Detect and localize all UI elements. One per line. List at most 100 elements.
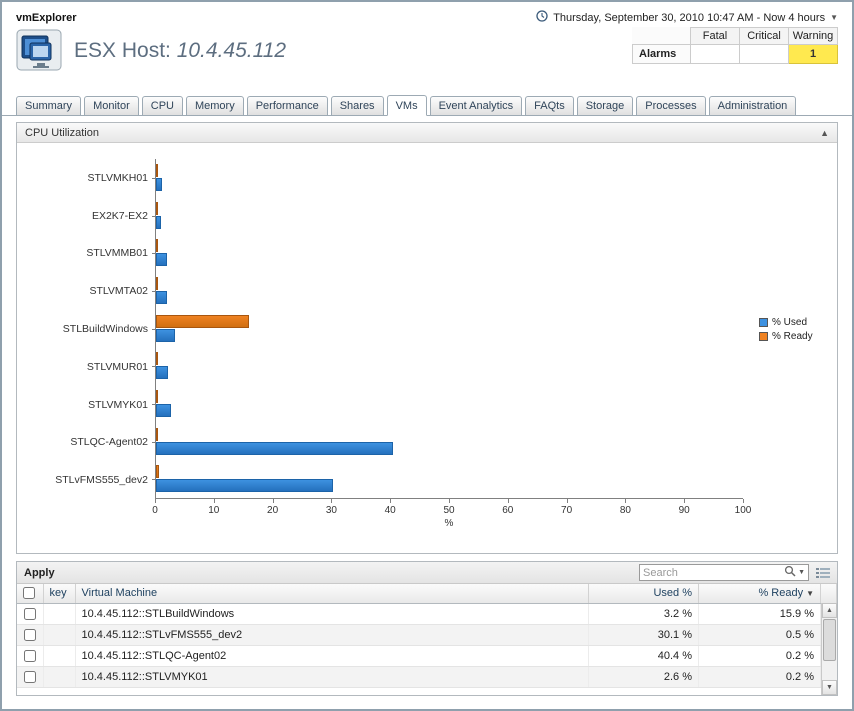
bar-used[interactable] [156,290,168,304]
row-checkbox-cell[interactable] [17,645,44,667]
tab-processes[interactable]: Processes [636,96,706,116]
row-checkbox[interactable] [23,628,36,641]
tab-administration[interactable]: Administration [708,96,797,116]
bar-used[interactable] [156,479,333,493]
column-header-key[interactable]: key [43,584,76,604]
alarms-col-fatal: Fatal [690,27,740,45]
row-ready-pct: 0.2 % [698,666,821,688]
bar-ready[interactable] [156,239,158,253]
top-bar: vmExplorer Thursday, September 30, 2010 … [2,2,852,27]
chart-category-label: STLQC-Agent02 [70,436,148,449]
bar-used[interactable] [156,328,175,342]
time-range-selector[interactable]: Thursday, September 30, 2010 10:47 AM - … [536,10,838,25]
search-box: ▼ [639,564,809,581]
x-tick-mark [566,499,568,503]
bar-used[interactable] [156,215,162,229]
table-row[interactable]: 10.4.45.112::STLVMYK01 2.6 % 0.2 % [17,666,837,688]
panel-title: CPU Utilization [25,126,99,139]
table-row[interactable]: 10.4.45.112::STLBuildWindows 3.2 % 15.9 % [17,603,837,625]
search-input[interactable] [643,566,785,579]
bar-ready[interactable] [156,276,158,290]
tab-summary[interactable]: Summary [16,96,82,116]
row-checkbox-cell[interactable] [17,603,44,625]
search-icon[interactable] [784,565,796,580]
grid-body: key Virtual Machine Used % % Ready ▼ 10.4… [17,584,837,695]
legend-swatch [759,317,768,327]
x-tick-mark [743,499,744,503]
chart-bar-group [152,197,743,235]
row-checkbox-cell[interactable] [17,666,44,688]
collapse-panel-icon[interactable]: ▲ [820,127,829,138]
chart-plot [152,159,743,499]
bar-ready[interactable] [156,201,158,215]
x-tick-mark [684,499,686,503]
x-tick-mark [155,499,156,503]
x-tick-mark [625,499,627,503]
alarms-corner-cell [633,28,691,45]
alarms-critical-count[interactable] [739,44,789,64]
bar-used[interactable] [156,253,167,267]
select-all-checkbox-cell[interactable] [17,584,44,604]
table-row[interactable]: 10.4.45.112::STLvFMS555_dev2 30.1 % 0.5 % [17,624,837,646]
scrollbar-thumb[interactable] [823,619,836,661]
sort-desc-icon: ▼ [806,589,814,599]
alarms-fatal-count[interactable] [690,44,740,64]
clock-icon [536,10,548,25]
bar-ready[interactable] [156,352,158,366]
grid-settings-icon[interactable] [816,567,830,579]
row-checkbox[interactable] [23,649,36,662]
tab-memory[interactable]: Memory [185,96,244,116]
bar-ready[interactable] [156,427,158,441]
legend-label: % Ready [772,330,813,342]
page-title-prefix: ESX Host: [74,39,177,62]
chart-bar-group [152,310,743,348]
x-tick-mark [449,499,450,503]
bar-used[interactable] [156,403,172,417]
tab-performance[interactable]: Performance [246,96,328,116]
x-tick-label: 100 [734,505,752,516]
chart-bar-group [152,272,743,310]
tab-cpu[interactable]: CPU [141,96,183,116]
bar-ready[interactable] [156,389,158,403]
bar-ready[interactable] [156,163,158,177]
tab-event-analytics[interactable]: Event Analytics [429,96,523,116]
row-checkbox[interactable] [23,607,36,620]
bar-ready[interactable] [156,465,159,479]
row-vm-name: 10.4.45.112::STLBuildWindows [75,603,589,625]
alarms-warning-count[interactable]: 1 [788,44,838,64]
row-used-pct: 30.1 % [588,624,699,646]
tab-monitor[interactable]: Monitor [84,96,139,116]
apply-button[interactable]: Apply [24,566,55,579]
scroll-up-icon[interactable]: ▲ [822,603,837,618]
select-all-checkbox[interactable] [23,587,35,600]
row-vm-name: 10.4.45.112::STLVMYK01 [75,666,589,688]
table-row[interactable]: 10.4.45.112::STLQC-Agent02 40.4 % 0.2 % [17,645,837,667]
tab-strip: Summary Monitor CPU Memory Performance Shares… [2,89,852,116]
chart-category-label: STLVMTA02 [89,285,148,298]
bar-used[interactable] [156,177,162,191]
row-checkbox[interactable] [23,670,36,683]
column-header-ready[interactable]: % Ready ▼ [698,584,821,604]
x-tick-mark [507,499,509,503]
cpu-utilization-chart: STLVMKH01 EX2K7-EX2 STLVMMB01 STLVMTA02 STLB… [23,159,831,499]
tab-vms[interactable]: VMs [386,95,427,116]
chart-category-label: STLBuildWindows [62,323,148,336]
tab-faqts[interactable]: FAQts [525,96,574,116]
column-header-used[interactable]: Used % [588,584,699,604]
bar-used[interactable] [156,441,394,455]
vertical-scrollbar[interactable]: ▲ ▼ [821,603,837,695]
tab-shares[interactable]: Shares [330,96,384,116]
column-header-virtual-machine[interactable]: Virtual Machine [75,584,589,604]
bar-used[interactable] [156,366,168,380]
x-tick-mark [390,499,392,503]
scroll-down-icon[interactable]: ▼ [822,680,837,695]
row-ready-pct: 15.9 % [698,603,821,625]
row-checkbox-cell[interactable] [17,624,44,646]
x-tick-label: 20 [267,505,279,516]
bar-ready[interactable] [156,314,250,328]
tab-storage[interactable]: Storage [576,96,634,116]
vm-table-body: 10.4.45.112::STLBuildWindows 3.2 % 15.9 % 1… [17,603,837,688]
search-options-caret-icon[interactable]: ▼ [798,569,805,576]
row-key-cell [43,645,76,667]
